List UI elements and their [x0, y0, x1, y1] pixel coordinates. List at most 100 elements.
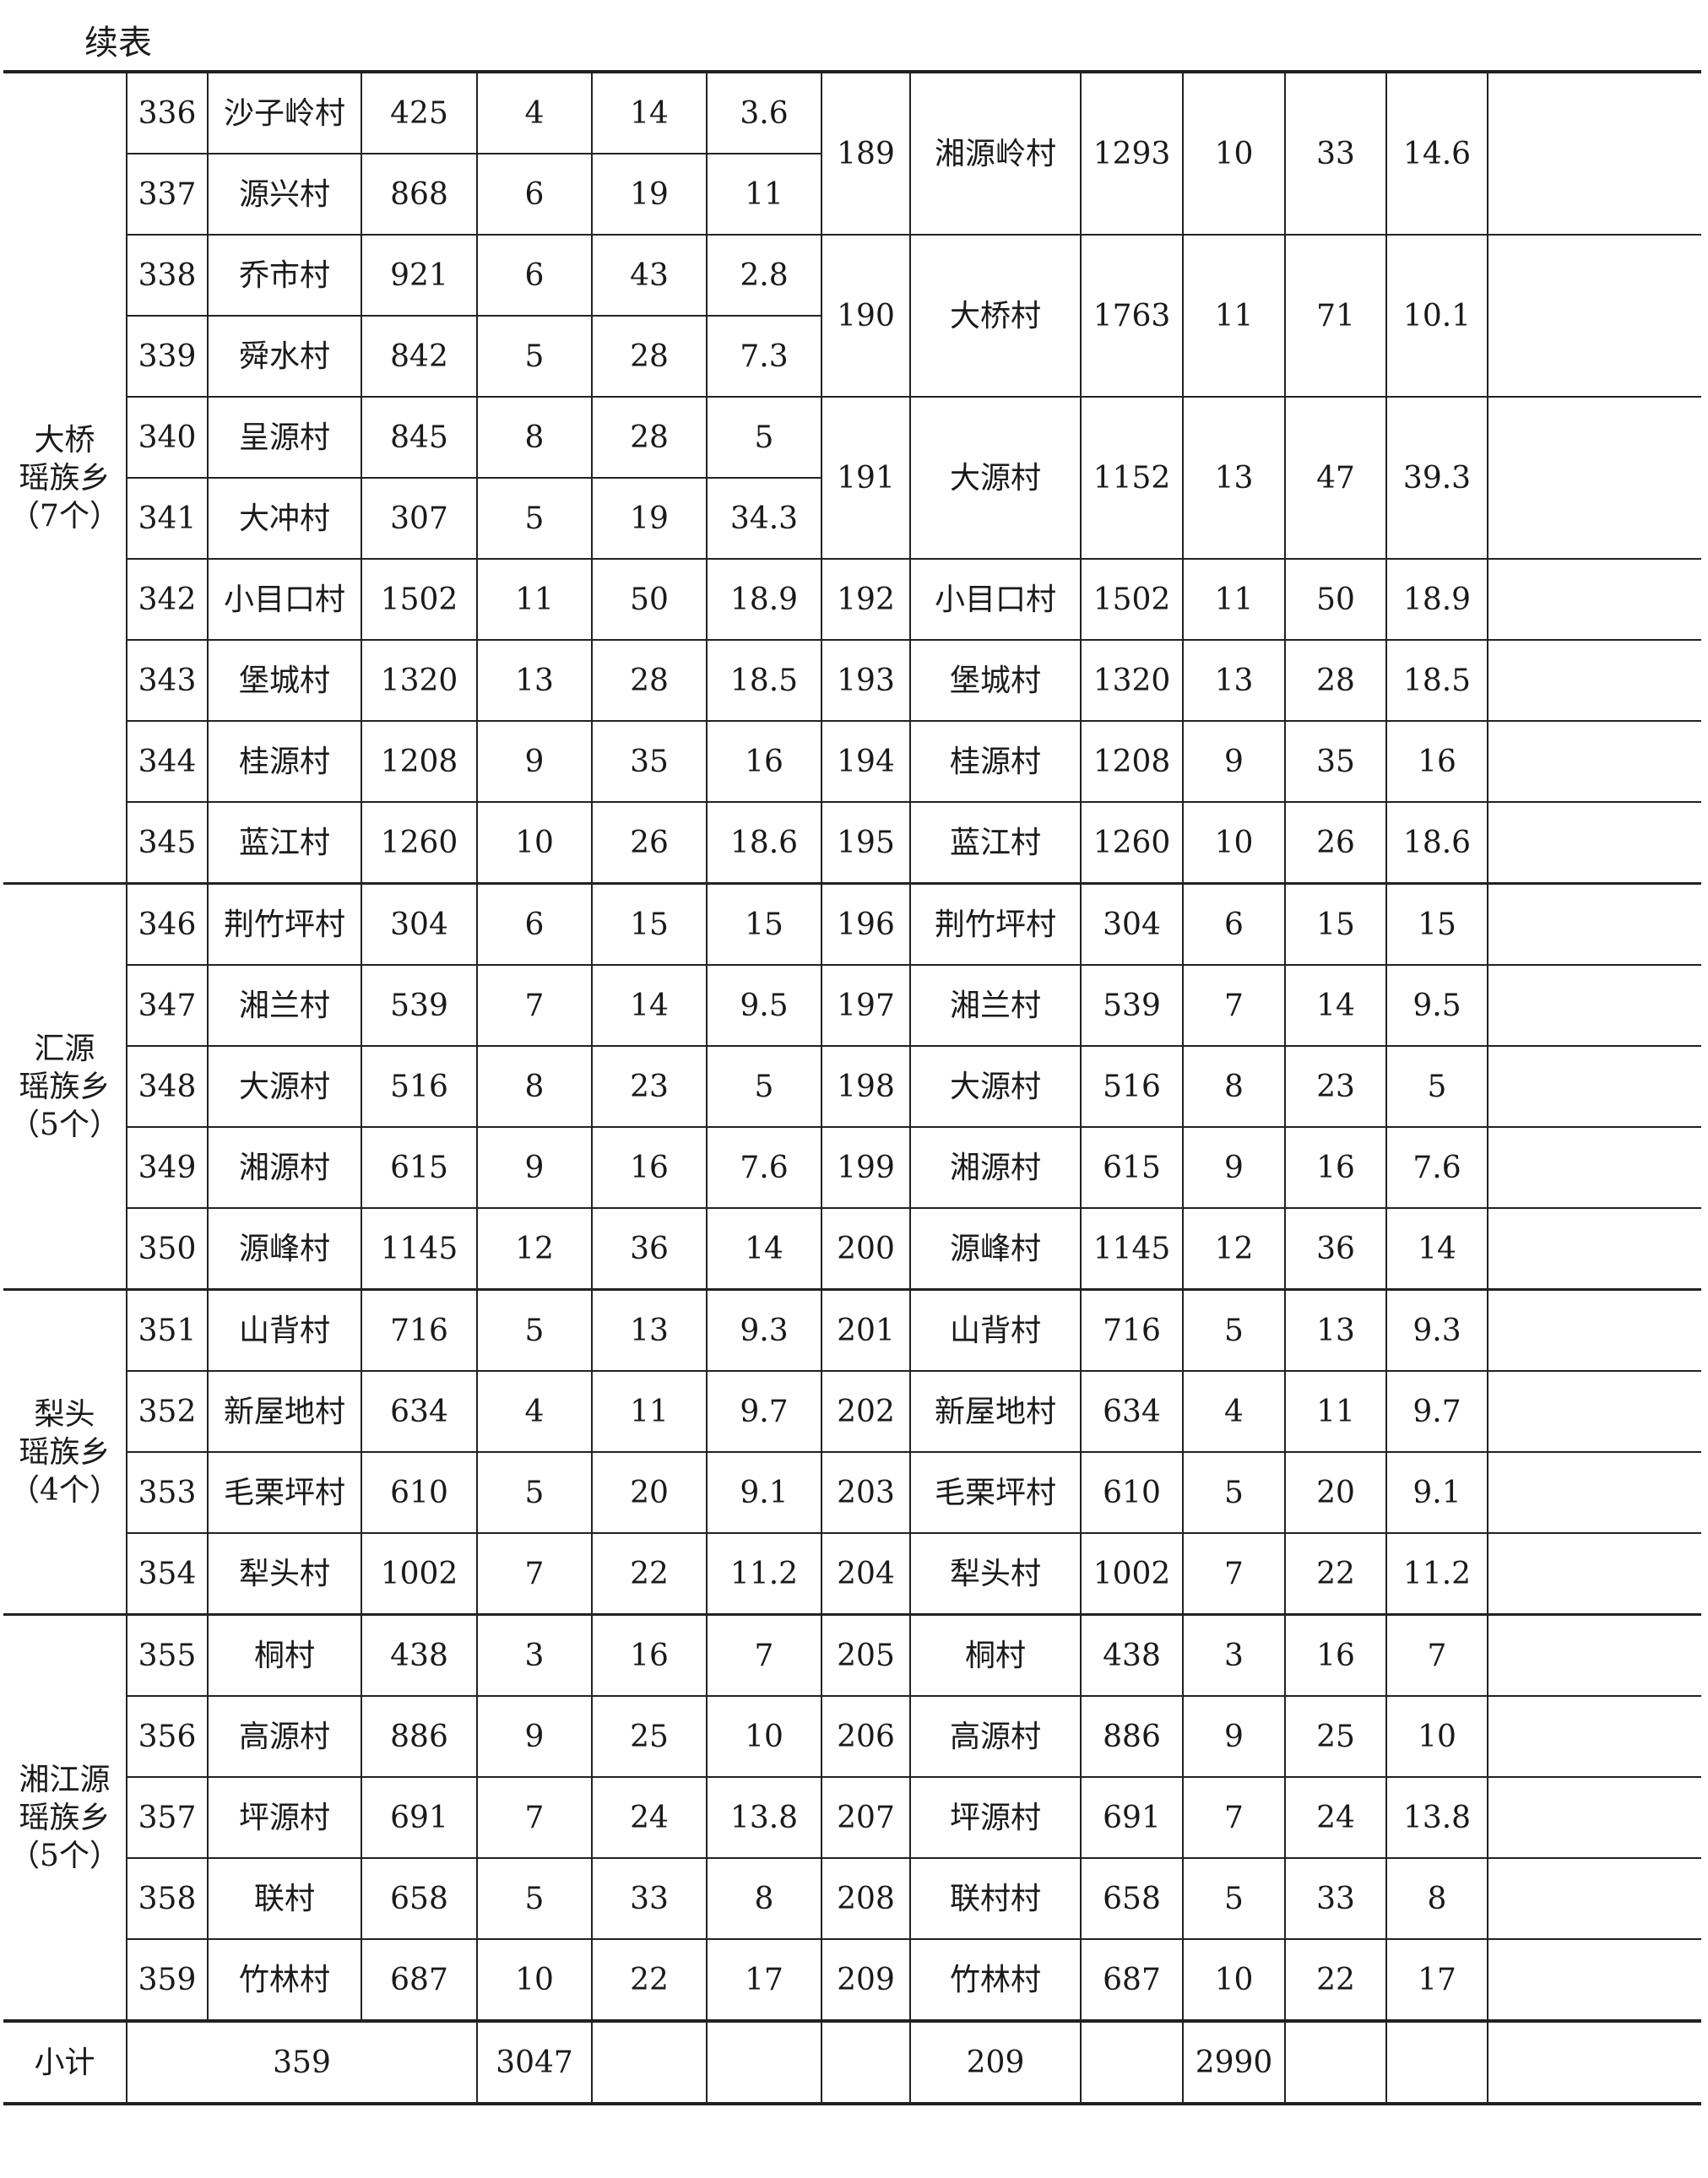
left-value-cell: 6 — [476, 153, 593, 236]
right-value-cell: 50 — [1284, 558, 1387, 641]
left-serial-cell: 348 — [127, 1045, 209, 1128]
left-value-cell: 16 — [591, 1126, 708, 1209]
table-row: 341 大冲村 307 5 19 34.3 — [3, 477, 1701, 560]
right-note-cell — [1487, 882, 1701, 966]
left-village-cell: 坪源村 — [207, 1776, 362, 1859]
left-value-cell: 22 — [591, 1532, 708, 1616]
right-village-cell: 堡城村 — [909, 639, 1082, 722]
right-value-cell: 14 — [1284, 964, 1387, 1047]
right-value-cell: 11 — [1284, 1370, 1387, 1453]
left-value-cell: 9.5 — [706, 964, 822, 1047]
left-village-cell: 桐村 — [207, 1613, 362, 1697]
left-value-cell: 5 — [476, 1451, 593, 1534]
table-row: 357 坪源村 691 7 24 13.8 207 坪源村 691 7 24 13.8 — [3, 1776, 1701, 1859]
subtotal-right-count: 209 — [909, 2019, 1082, 2105]
left-value-cell: 9 — [476, 720, 593, 803]
right-value-cell: 20 — [1284, 1451, 1387, 1534]
right-village-cell: 联村村 — [909, 1857, 1082, 1940]
left-village-cell: 湘源村 — [207, 1126, 362, 1209]
empty-cell — [706, 2019, 822, 2105]
left-value-cell: 438 — [361, 1613, 478, 1697]
right-note-cell — [1487, 1207, 1701, 1291]
right-value-cell: 1002 — [1080, 1532, 1184, 1616]
table-row: 汇源 瑶族乡 （5个） 346 荆竹坪村 304 6 15 15 196 荆竹坪村 304 6 15 1… — [3, 882, 1701, 1291]
subtotal-left-count: 359 — [126, 2019, 478, 2105]
right-value-cell: 13 — [1182, 639, 1286, 722]
left-value-cell: 19 — [591, 477, 708, 560]
table-row: 347 湘兰村 539 7 14 9.5 197 湘兰村 539 7 14 9.5 — [3, 964, 1701, 1047]
empty-cell — [1080, 2019, 1184, 2105]
left-serial-cell: 347 — [127, 964, 209, 1047]
left-serial-cell: 350 — [127, 1207, 209, 1291]
left-value-cell: 634 — [361, 1370, 478, 1453]
left-value-cell: 6 — [476, 882, 593, 966]
left-value-cell: 43 — [591, 234, 708, 317]
left-value-cell: 14 — [591, 70, 708, 154]
right-serial-cell: 206 — [821, 1695, 911, 1778]
table-row: 350 源峰村 1145 12 36 14 200 源峰村 1145 12 36 14 — [3, 1207, 1701, 1291]
left-value-cell: 16 — [591, 1613, 708, 1697]
left-value-cell: 615 — [361, 1126, 478, 1209]
left-value-cell: 35 — [591, 720, 708, 803]
table-row: 339 舜水村 842 5 28 7.3 — [3, 315, 1701, 398]
left-serial-cell: 336 — [126, 70, 209, 154]
left-serial-cell: 359 — [127, 1938, 209, 2022]
left-value-cell: 14 — [591, 964, 708, 1047]
left-serial-cell: 349 — [127, 1126, 209, 1209]
left-value-cell: 4 — [476, 1370, 593, 1453]
left-value-cell: 50 — [591, 558, 708, 641]
right-serial-cell: 195 — [821, 801, 911, 885]
left-village-cell: 大源村 — [207, 1045, 362, 1128]
left-village-cell: 源峰村 — [207, 1207, 362, 1291]
right-village-cell: 竹林村 — [909, 1938, 1082, 2022]
left-village-cell: 高源村 — [207, 1695, 362, 1778]
right-value-cell: 1260 — [1080, 801, 1184, 885]
right-value-cell: 687 — [1080, 1938, 1184, 2022]
right-value-cell: 12 — [1182, 1207, 1286, 1291]
right-value-cell: 5 — [1385, 1045, 1488, 1128]
right-village-cell: 新屋地村 — [909, 1370, 1082, 1453]
right-value-cell: 1502 — [1080, 558, 1184, 641]
left-value-cell: 7.3 — [706, 315, 821, 398]
left-value-cell: 9.3 — [706, 1288, 822, 1372]
right-value-cell: 9.5 — [1385, 964, 1488, 1047]
left-value-cell: 28 — [591, 315, 708, 398]
left-village-cell: 联村 — [207, 1857, 362, 1940]
right-value-cell: 14 — [1385, 1207, 1488, 1291]
left-value-cell: 9 — [476, 1695, 593, 1778]
right-value-cell: 9.1 — [1385, 1451, 1488, 1534]
empty-cell — [1284, 2019, 1387, 2105]
left-value-cell: 8 — [706, 1857, 822, 1940]
left-value-cell: 10 — [476, 1938, 593, 2022]
right-value-cell: 36 — [1284, 1207, 1387, 1291]
right-note-cell — [1487, 1695, 1701, 1778]
right-note-cell — [1487, 639, 1701, 722]
right-note-cell — [1487, 1045, 1701, 1128]
left-village-cell: 舜水村 — [207, 315, 362, 398]
right-serial-cell: 189 — [821, 70, 911, 236]
right-value-cell: 8 — [1385, 1857, 1488, 1940]
left-value-cell: 307 — [361, 477, 478, 560]
right-village-cell: 湘兰村 — [909, 964, 1082, 1047]
right-village-cell: 桂源村 — [909, 720, 1082, 803]
left-serial-cell: 337 — [127, 153, 209, 236]
right-value-cell: 10 — [1182, 1938, 1286, 2022]
left-serial-cell: 343 — [127, 639, 209, 722]
right-value-cell: 7.6 — [1385, 1126, 1488, 1209]
right-note-cell — [1487, 801, 1701, 885]
left-village-cell: 湘兰村 — [207, 964, 362, 1047]
township-cell: 大桥 瑶族乡 （7个） — [3, 70, 127, 885]
left-value-cell: 7 — [476, 1532, 593, 1616]
right-village-cell: 小目口村 — [909, 558, 1082, 641]
right-serial-cell: 199 — [821, 1126, 911, 1209]
left-value-cell: 1002 — [361, 1532, 478, 1616]
left-value-cell: 25 — [591, 1695, 708, 1778]
table-row: 358 联村 658 5 33 8 208 联村村 658 5 33 8 — [3, 1857, 1701, 1940]
left-value-cell: 19 — [591, 153, 708, 236]
left-value-cell: 6 — [476, 234, 593, 317]
left-village-cell: 堡城村 — [207, 639, 362, 722]
right-value-cell: 3 — [1182, 1613, 1286, 1697]
right-value-cell: 615 — [1080, 1126, 1184, 1209]
right-value-cell: 24 — [1284, 1776, 1387, 1859]
right-value-cell: 15 — [1284, 882, 1387, 966]
